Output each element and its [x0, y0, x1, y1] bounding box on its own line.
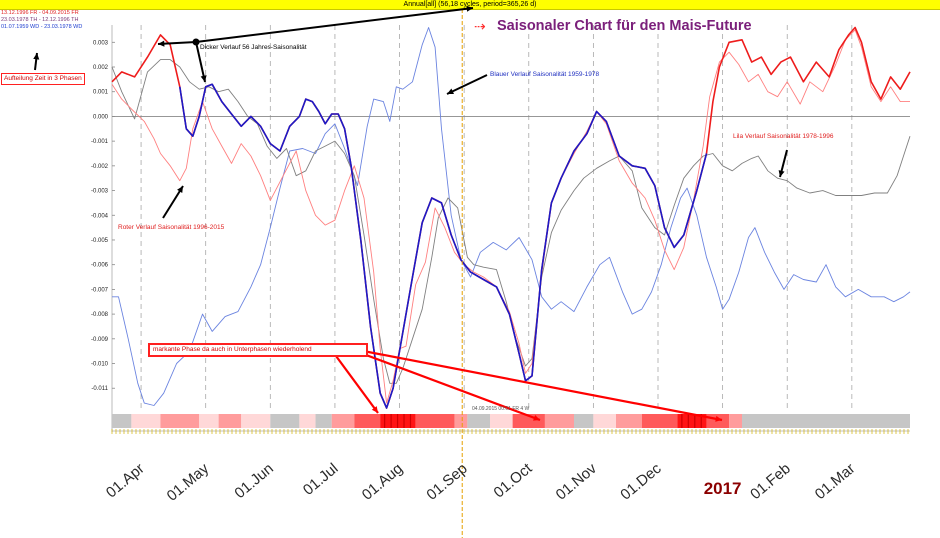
arrow-lila-annotation-head	[778, 170, 785, 177]
x-tick-label: 01.Oct	[491, 460, 536, 502]
phase-bar-segment	[331, 414, 355, 428]
phase-bar-segment	[544, 414, 574, 428]
y-tick-label: 0.003	[93, 40, 109, 46]
phase-bar-segment	[299, 414, 316, 428]
series-line-lila_1978_1996	[111, 59, 911, 384]
arrow-markante-aug-head	[371, 406, 378, 413]
phase-bar-segment	[641, 414, 678, 428]
x-tick-label: 01.Jul	[300, 460, 342, 499]
phase-bar-segment	[354, 414, 381, 428]
y-tick-label: -0.006	[91, 263, 109, 269]
arrow-markante-aug	[335, 355, 379, 414]
y-tick-label: 0.002	[93, 65, 109, 71]
phase-bar-stripe	[403, 414, 405, 428]
x-tick-label: 01.May	[164, 460, 213, 505]
phase-bar-segment	[593, 414, 616, 428]
phase-bar-segment	[729, 414, 742, 428]
y-tick-label: 0.000	[93, 114, 109, 120]
arrow-blue-annotation-head	[447, 88, 454, 95]
y-tick-label: -0.002	[91, 164, 109, 170]
phase-bar-stripe	[694, 414, 696, 428]
y-tick-label: -0.009	[91, 337, 109, 343]
arrow-thick-to-peak-head	[158, 40, 165, 47]
legend-period-2: 23.03.1978 TH - 12.12.1996 TH	[1, 17, 79, 23]
arrow-markante-dec	[357, 348, 723, 422]
phase-bar-segment	[677, 414, 707, 428]
arrow-blue-annotation	[446, 74, 488, 95]
annotation-lila-line: Lila Verlauf Saisonalität 1978-1996	[733, 133, 834, 140]
arrow-phases-to-legend-head	[33, 53, 40, 60]
phase-bar-segment	[270, 414, 300, 428]
phase-bar-segment	[490, 414, 513, 428]
phase-bar-segment	[467, 414, 490, 428]
phase-bar-segment	[131, 414, 161, 428]
phase-bar-segment	[742, 414, 910, 428]
phase-bar-stripe	[681, 414, 683, 428]
series-line-blue_1959_1978	[112, 27, 911, 406]
arrow-thick-to-header-head	[466, 5, 473, 12]
arrow-markante-dec-head	[715, 415, 722, 422]
annotation-red-line: Roter Verlauf Saisonalität 1996-2015	[118, 224, 225, 231]
x-tick-label: 01.Mar	[812, 460, 859, 503]
y-tick-label: -0.005	[91, 238, 109, 244]
title-arrow-icon: ⇢	[474, 18, 486, 34]
phase-bar-segment	[218, 414, 242, 428]
phase-bar-stripe	[409, 414, 412, 428]
annotation-blue-line: Blauer Verlauf Saisonalität 1959-1978	[490, 71, 600, 78]
y-tick-label: -0.004	[91, 213, 109, 219]
phase-bar-segment	[241, 414, 271, 428]
arrow-thick-to-may	[195, 41, 206, 83]
phase-bar-segment	[454, 414, 468, 428]
cursor-date-label: 04.09.2015 00:01 FR 4 W	[472, 406, 530, 412]
arrow-thick-to-header	[195, 7, 474, 43]
phase-bar-segment	[415, 414, 455, 428]
y-tick-label: -0.010	[91, 362, 109, 368]
arrow-thick-to-may-head	[200, 75, 207, 82]
x-tick-label: 01.Jun	[231, 460, 276, 502]
legend-period-3: 01.07.1959 WD - 23.03.1978 WD	[1, 24, 83, 30]
annotation-phases: Aufteilung Zeit in 3 Phasen	[1, 73, 85, 85]
phase-bar-segment	[160, 414, 200, 428]
phase-bar-stripe	[700, 414, 702, 428]
x-tick-label: 2017	[704, 479, 742, 498]
phase-bar-segment	[199, 414, 219, 428]
y-tick-label: 0.001	[93, 90, 109, 96]
thick-line-blue-segment	[179, 83, 708, 409]
x-tick-label: 01.Dec	[617, 460, 665, 504]
phase-bar-stripe	[384, 414, 386, 428]
annotation-markante-phase: markante Phase da auch in Unterphasen wi…	[148, 343, 368, 357]
phase-bar-stripe	[390, 414, 392, 428]
cycle-header-text: Annual[all] (56,18 cycles, period=365,26…	[403, 1, 537, 8]
phase-bar-segment	[315, 414, 332, 428]
legend-period-1: 13.12.1996 FR - 04.09.2015 FR	[1, 10, 79, 16]
y-tick-label: -0.008	[91, 312, 109, 318]
y-tick-label: -0.007	[91, 287, 109, 293]
y-tick-label: -0.003	[91, 189, 109, 195]
arrow-red-annotation-head	[177, 186, 183, 193]
x-tick-label: 01.Aug	[359, 460, 406, 504]
phase-bar-stripe	[687, 414, 689, 428]
x-tick-label: 01.Apr	[103, 460, 148, 501]
x-tick-label: 01.Sep	[423, 460, 470, 504]
arrow-thick-to-peak	[157, 41, 197, 45]
phase-bar-segment	[574, 414, 594, 428]
x-tick-label: 01.Feb	[747, 460, 794, 503]
arrow-markante-oct-head	[533, 414, 540, 421]
arrow-markante-oct	[357, 350, 541, 422]
phase-bar-segment	[112, 414, 132, 428]
annotation-thick-line: Dicker Verlauf 56 Jahres-Saisonalität	[200, 44, 307, 51]
x-tick-label: 01.Nov	[553, 460, 601, 504]
phase-bar-segment	[616, 414, 642, 428]
y-tick-label: -0.011	[91, 386, 108, 392]
phase-bar-stripe	[396, 414, 399, 428]
chart-title: Saisonaler Chart für den Mais-Future	[497, 18, 752, 34]
y-tick-label: -0.001	[91, 139, 109, 145]
